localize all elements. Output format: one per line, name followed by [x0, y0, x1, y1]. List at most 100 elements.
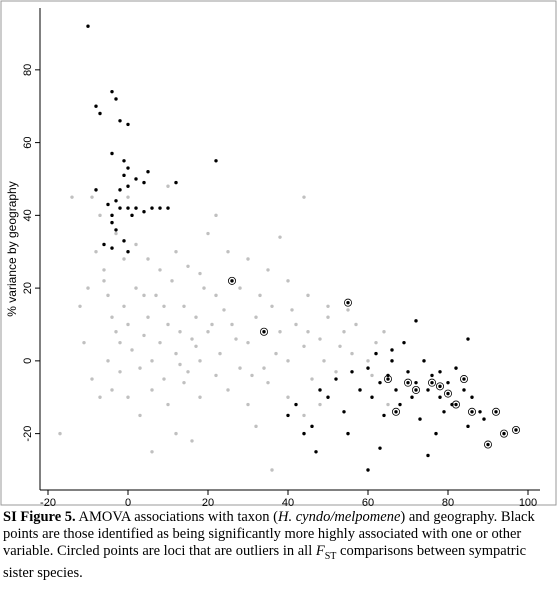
point: [150, 450, 154, 454]
point: [438, 370, 442, 374]
point: [118, 188, 122, 192]
point: [110, 213, 114, 218]
point: [390, 348, 394, 352]
point: [246, 257, 250, 261]
point-circled-center: [494, 410, 498, 414]
point: [278, 330, 282, 334]
point: [198, 395, 202, 399]
point: [122, 159, 126, 163]
point: [206, 330, 210, 334]
point: [118, 370, 122, 374]
point: [374, 351, 378, 356]
point-circled-center: [430, 380, 434, 385]
point: [126, 184, 130, 188]
x-tick-label: 100: [519, 497, 537, 507]
point: [142, 180, 146, 185]
point-circled-center: [414, 388, 418, 392]
point: [126, 206, 130, 210]
point: [338, 344, 342, 349]
point: [162, 304, 166, 308]
point: [174, 180, 178, 185]
frame: [0, 0, 557, 506]
point: [214, 293, 218, 298]
point-circled: [227, 276, 236, 285]
point: [86, 24, 90, 28]
point: [246, 402, 250, 407]
point: [250, 373, 254, 378]
caption-italic: H. cyndo/melpomene: [277, 509, 401, 525]
x-tick-label: 80: [442, 497, 454, 507]
point: [114, 231, 118, 236]
caption-text: comparisons between sympatric sister spe…: [3, 543, 527, 581]
point: [266, 380, 270, 385]
point: [134, 177, 138, 181]
point: [102, 242, 106, 247]
chart: % variance by taxon % variance by geogra…: [0, 0, 557, 507]
point: [310, 424, 314, 429]
point: [446, 380, 450, 385]
point: [166, 206, 170, 210]
point: [82, 340, 86, 345]
point-circled-center: [502, 431, 506, 436]
point-circled: [443, 389, 452, 398]
point: [98, 395, 102, 399]
point: [294, 402, 298, 407]
point-circled-center: [514, 428, 518, 432]
point: [106, 293, 110, 298]
point: [182, 380, 186, 385]
point: [366, 468, 370, 472]
point: [394, 388, 398, 392]
point: [450, 402, 454, 407]
point-circled-center: [454, 402, 458, 407]
point-circled: [459, 375, 468, 384]
point: [190, 439, 194, 443]
point: [318, 402, 322, 407]
point: [182, 304, 186, 308]
point: [142, 293, 146, 298]
point: [426, 388, 430, 392]
point: [346, 431, 350, 436]
point: [122, 239, 126, 243]
caption-text: AMOVA associations with taxon (: [75, 509, 278, 525]
point: [466, 337, 470, 341]
point: [270, 304, 274, 308]
y-tick-label: 80: [22, 64, 34, 76]
point: [222, 308, 226, 312]
point: [302, 413, 306, 418]
point-circled-center: [462, 377, 466, 381]
point: [146, 315, 150, 319]
point: [350, 370, 354, 374]
point: [190, 337, 194, 341]
point: [134, 206, 138, 210]
point: [90, 377, 94, 381]
caption: SI Figure 5. AMOVA associations with tax…: [3, 509, 555, 582]
point: [410, 395, 414, 399]
point: [146, 169, 150, 174]
point: [378, 446, 382, 450]
point: [94, 250, 98, 254]
y-tick-label: 40: [22, 209, 34, 221]
point: [482, 417, 486, 421]
y-tick-label: 20: [22, 282, 34, 294]
point: [478, 410, 482, 414]
point: [142, 210, 146, 214]
point: [166, 184, 170, 188]
point: [150, 206, 154, 210]
point-circled-center: [262, 330, 266, 334]
point-circled: [491, 407, 500, 416]
point: [206, 231, 210, 236]
point: [150, 388, 154, 392]
point: [306, 293, 310, 298]
point: [114, 330, 118, 334]
point: [134, 242, 138, 247]
point: [218, 351, 222, 356]
point-circled: [499, 429, 508, 438]
point: [198, 271, 202, 276]
point: [142, 333, 146, 338]
point-circled: [403, 378, 412, 387]
point: [110, 151, 114, 156]
y-axis-label: % variance by geography: [5, 181, 19, 316]
point: [194, 315, 198, 319]
point: [374, 340, 378, 345]
point: [426, 453, 430, 458]
